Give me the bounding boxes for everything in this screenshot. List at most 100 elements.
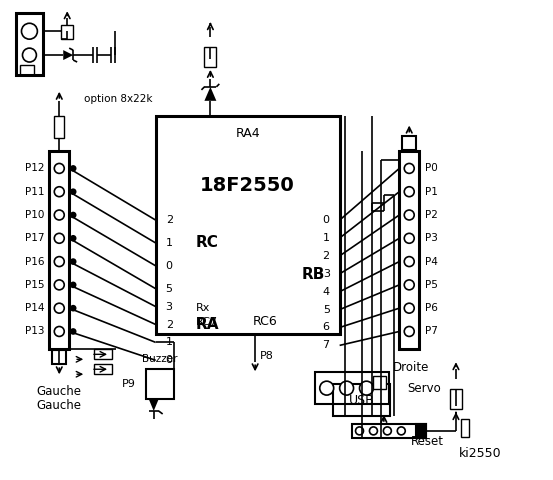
Text: 5: 5 <box>166 284 173 294</box>
Bar <box>450 389 462 409</box>
Text: 1: 1 <box>323 233 330 243</box>
Text: P11: P11 <box>25 187 44 197</box>
Circle shape <box>404 303 414 313</box>
Bar <box>416 424 426 438</box>
Text: 1: 1 <box>166 238 173 248</box>
Text: RC7: RC7 <box>195 316 217 326</box>
Circle shape <box>54 257 64 266</box>
Text: 2: 2 <box>166 215 173 225</box>
Text: P14: P14 <box>25 303 44 313</box>
Bar <box>373 376 387 389</box>
Text: Gauche: Gauche <box>36 384 82 397</box>
Text: P9: P9 <box>122 379 136 389</box>
Circle shape <box>71 329 76 334</box>
Text: Reset: Reset <box>411 435 444 448</box>
Circle shape <box>383 427 392 435</box>
Circle shape <box>54 210 64 220</box>
Text: Rx: Rx <box>195 302 210 312</box>
Bar <box>15 13 43 75</box>
Circle shape <box>404 233 414 243</box>
Circle shape <box>71 306 76 311</box>
Circle shape <box>71 259 76 264</box>
Circle shape <box>397 427 405 435</box>
Text: 18F2550: 18F2550 <box>200 176 295 195</box>
Text: RC6: RC6 <box>253 315 278 328</box>
Text: P4: P4 <box>425 257 438 266</box>
Text: 1: 1 <box>166 337 173 348</box>
Circle shape <box>54 326 64 336</box>
Bar <box>402 136 416 150</box>
Bar <box>94 349 112 360</box>
Polygon shape <box>63 50 73 60</box>
Circle shape <box>320 381 333 395</box>
Bar <box>53 350 66 364</box>
Polygon shape <box>205 87 216 101</box>
Text: P3: P3 <box>425 233 438 243</box>
Text: 5: 5 <box>323 305 330 314</box>
Text: 3: 3 <box>323 269 330 279</box>
Bar <box>461 419 469 437</box>
Text: 3: 3 <box>166 301 173 312</box>
Circle shape <box>22 23 38 39</box>
Bar <box>333 384 390 416</box>
Text: 0: 0 <box>166 355 173 365</box>
Circle shape <box>340 381 353 395</box>
Circle shape <box>404 187 414 197</box>
Text: P13: P13 <box>25 326 44 336</box>
Circle shape <box>404 257 414 266</box>
Text: P0: P0 <box>425 163 438 173</box>
Circle shape <box>23 48 36 62</box>
Circle shape <box>54 187 64 197</box>
Bar <box>352 424 426 438</box>
Circle shape <box>404 326 414 336</box>
Text: P12: P12 <box>25 163 44 173</box>
Text: ki2550: ki2550 <box>459 447 502 460</box>
Text: P2: P2 <box>425 210 438 220</box>
Text: Droite: Droite <box>393 361 429 374</box>
Circle shape <box>369 427 377 435</box>
Circle shape <box>404 280 414 290</box>
Circle shape <box>54 303 64 313</box>
Text: P10: P10 <box>25 210 44 220</box>
Bar <box>94 364 112 374</box>
Text: RC: RC <box>195 236 218 251</box>
Circle shape <box>359 381 373 395</box>
Text: P7: P7 <box>425 326 438 336</box>
Text: P5: P5 <box>425 280 438 290</box>
Circle shape <box>71 282 76 288</box>
Bar <box>146 369 174 399</box>
Text: 6: 6 <box>323 323 330 333</box>
Circle shape <box>404 210 414 220</box>
Circle shape <box>54 233 64 243</box>
Text: P8: P8 <box>260 351 274 361</box>
Text: RA: RA <box>195 317 219 332</box>
Text: 4: 4 <box>322 287 330 297</box>
Text: 7: 7 <box>322 340 330 350</box>
Bar <box>61 25 73 39</box>
Bar <box>20 65 34 75</box>
Text: Servo: Servo <box>407 382 441 395</box>
Text: RB: RB <box>302 267 325 282</box>
Text: USB: USB <box>348 394 374 407</box>
Circle shape <box>71 189 76 194</box>
Bar <box>205 47 216 67</box>
Circle shape <box>71 166 76 171</box>
Circle shape <box>54 164 64 173</box>
Circle shape <box>71 213 76 217</box>
Text: option 8x22k: option 8x22k <box>84 94 153 104</box>
Text: 2: 2 <box>166 320 173 329</box>
Bar <box>399 151 419 349</box>
Text: 2: 2 <box>322 251 330 261</box>
Text: Gauche: Gauche <box>36 398 82 411</box>
Bar <box>315 372 389 404</box>
Text: P1: P1 <box>425 187 438 197</box>
Text: 0: 0 <box>323 215 330 225</box>
Text: RA4: RA4 <box>236 127 260 140</box>
Text: Buzzer: Buzzer <box>142 354 178 364</box>
Text: P15: P15 <box>25 280 44 290</box>
Bar <box>54 116 64 138</box>
Circle shape <box>54 280 64 290</box>
Bar <box>156 116 340 335</box>
Circle shape <box>356 427 363 435</box>
Circle shape <box>71 236 76 241</box>
